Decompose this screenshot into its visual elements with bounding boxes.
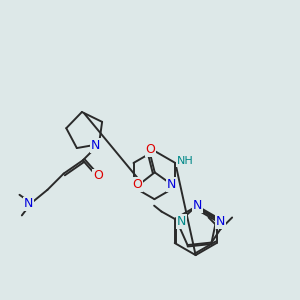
Text: N: N — [24, 197, 34, 210]
Text: O: O — [146, 143, 155, 156]
Text: O: O — [132, 178, 142, 191]
Text: N: N — [91, 139, 100, 152]
Text: N: N — [176, 215, 186, 228]
Text: N: N — [167, 178, 176, 191]
Text: NH: NH — [177, 157, 194, 166]
Text: N: N — [215, 215, 225, 228]
Text: O: O — [93, 169, 103, 182]
Text: N: N — [192, 200, 202, 212]
